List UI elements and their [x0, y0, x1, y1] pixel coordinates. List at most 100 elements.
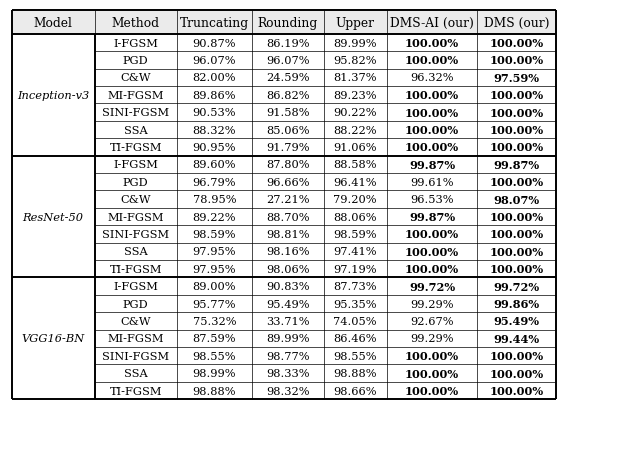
Text: I-FGSM: I-FGSM — [113, 281, 158, 291]
Text: DMS (our): DMS (our) — [484, 17, 549, 29]
Text: 100.00%: 100.00% — [405, 246, 459, 257]
Text: 86.82%: 86.82% — [266, 91, 310, 101]
Text: 95.77%: 95.77% — [193, 299, 236, 309]
Text: 88.32%: 88.32% — [193, 125, 236, 135]
Text: SINI-FGSM: SINI-FGSM — [102, 108, 169, 118]
Text: 90.87%: 90.87% — [193, 38, 236, 48]
Text: 91.58%: 91.58% — [266, 108, 310, 118]
Text: 96.41%: 96.41% — [333, 177, 377, 187]
Text: Truncating: Truncating — [180, 17, 249, 29]
Text: Rounding: Rounding — [258, 17, 318, 29]
Text: 90.95%: 90.95% — [193, 143, 236, 152]
Text: 96.07%: 96.07% — [266, 56, 310, 66]
Text: 96.07%: 96.07% — [193, 56, 236, 66]
Text: 100.00%: 100.00% — [405, 55, 459, 66]
Text: I-FGSM: I-FGSM — [113, 38, 158, 48]
Text: 89.22%: 89.22% — [193, 212, 236, 222]
Text: Upper: Upper — [336, 17, 374, 29]
Text: 100.00%: 100.00% — [490, 177, 543, 188]
Text: 98.33%: 98.33% — [266, 368, 310, 378]
Text: 98.99%: 98.99% — [193, 368, 236, 378]
Text: 99.86%: 99.86% — [493, 299, 540, 309]
Text: 95.82%: 95.82% — [333, 56, 377, 66]
Text: 24.59%: 24.59% — [266, 73, 310, 83]
Text: Inception-v3: Inception-v3 — [17, 91, 89, 101]
Text: 98.55%: 98.55% — [333, 351, 377, 361]
Text: MI-FGSM: MI-FGSM — [108, 91, 164, 101]
Text: Model: Model — [34, 17, 72, 29]
Text: 100.00%: 100.00% — [490, 90, 543, 101]
Text: 96.53%: 96.53% — [410, 195, 454, 205]
Text: 100.00%: 100.00% — [490, 246, 543, 257]
Text: I-FGSM: I-FGSM — [113, 160, 158, 170]
Text: 99.87%: 99.87% — [409, 212, 455, 222]
Text: TI-FGSM: TI-FGSM — [109, 143, 162, 152]
Text: 100.00%: 100.00% — [405, 350, 459, 361]
Text: 100.00%: 100.00% — [490, 368, 543, 379]
Text: 82.00%: 82.00% — [193, 73, 236, 83]
Text: 88.06%: 88.06% — [333, 212, 377, 222]
Bar — [12, 11, 556, 35]
Text: 74.05%: 74.05% — [333, 316, 377, 326]
Text: 100.00%: 100.00% — [490, 55, 543, 66]
Text: 100.00%: 100.00% — [405, 264, 459, 275]
Text: MI-FGSM: MI-FGSM — [108, 334, 164, 344]
Text: 97.59%: 97.59% — [493, 73, 540, 83]
Text: 100.00%: 100.00% — [405, 229, 459, 240]
Text: 90.22%: 90.22% — [333, 108, 377, 118]
Text: MI-FGSM: MI-FGSM — [108, 212, 164, 222]
Text: 99.72%: 99.72% — [493, 281, 540, 292]
Text: 99.29%: 99.29% — [410, 334, 454, 344]
Text: 90.83%: 90.83% — [266, 281, 310, 291]
Text: 91.06%: 91.06% — [333, 143, 377, 152]
Text: 100.00%: 100.00% — [490, 142, 543, 153]
Text: 96.32%: 96.32% — [410, 73, 454, 83]
Text: 78.95%: 78.95% — [193, 195, 236, 205]
Text: 98.16%: 98.16% — [266, 247, 310, 257]
Text: SSA: SSA — [124, 247, 148, 257]
Text: 86.46%: 86.46% — [333, 334, 377, 344]
Text: TI-FGSM: TI-FGSM — [109, 264, 162, 274]
Text: 99.61%: 99.61% — [410, 177, 454, 187]
Text: 89.86%: 89.86% — [193, 91, 236, 101]
Text: PGD: PGD — [123, 299, 148, 309]
Text: 100.00%: 100.00% — [405, 385, 459, 396]
Text: 96.79%: 96.79% — [193, 177, 236, 187]
Text: 95.49%: 95.49% — [493, 316, 540, 327]
Text: 97.95%: 97.95% — [193, 264, 236, 274]
Text: 95.49%: 95.49% — [266, 299, 310, 309]
Text: 98.32%: 98.32% — [266, 386, 310, 396]
Text: 99.87%: 99.87% — [493, 160, 540, 170]
Text: 100.00%: 100.00% — [405, 38, 459, 49]
Text: 88.70%: 88.70% — [266, 212, 310, 222]
Text: 100.00%: 100.00% — [405, 125, 459, 136]
Text: PGD: PGD — [123, 56, 148, 66]
Text: C&W: C&W — [120, 316, 151, 326]
Text: 92.67%: 92.67% — [410, 316, 454, 326]
Text: 87.73%: 87.73% — [333, 281, 377, 291]
Text: 95.35%: 95.35% — [333, 299, 377, 309]
Text: 79.20%: 79.20% — [333, 195, 377, 205]
Text: 100.00%: 100.00% — [490, 212, 543, 222]
Text: 99.44%: 99.44% — [493, 333, 540, 344]
Text: 27.21%: 27.21% — [266, 195, 310, 205]
Text: 99.29%: 99.29% — [410, 299, 454, 309]
Text: 89.23%: 89.23% — [333, 91, 377, 101]
Text: 89.00%: 89.00% — [193, 281, 236, 291]
Text: 98.66%: 98.66% — [333, 386, 377, 396]
Text: 100.00%: 100.00% — [490, 264, 543, 275]
Text: 100.00%: 100.00% — [405, 90, 459, 101]
Text: 98.06%: 98.06% — [266, 264, 310, 274]
Text: 98.81%: 98.81% — [266, 230, 310, 239]
Text: 90.53%: 90.53% — [193, 108, 236, 118]
Text: 87.80%: 87.80% — [266, 160, 310, 170]
Text: 99.72%: 99.72% — [409, 281, 455, 292]
Text: 98.07%: 98.07% — [493, 194, 540, 205]
Text: 100.00%: 100.00% — [490, 385, 543, 396]
Text: 98.59%: 98.59% — [193, 230, 236, 239]
Text: 100.00%: 100.00% — [490, 350, 543, 361]
Text: 97.95%: 97.95% — [193, 247, 236, 257]
Text: VGG16-BN: VGG16-BN — [22, 334, 84, 344]
Text: 100.00%: 100.00% — [490, 107, 543, 118]
Text: DMS-AI (our): DMS-AI (our) — [390, 17, 474, 29]
